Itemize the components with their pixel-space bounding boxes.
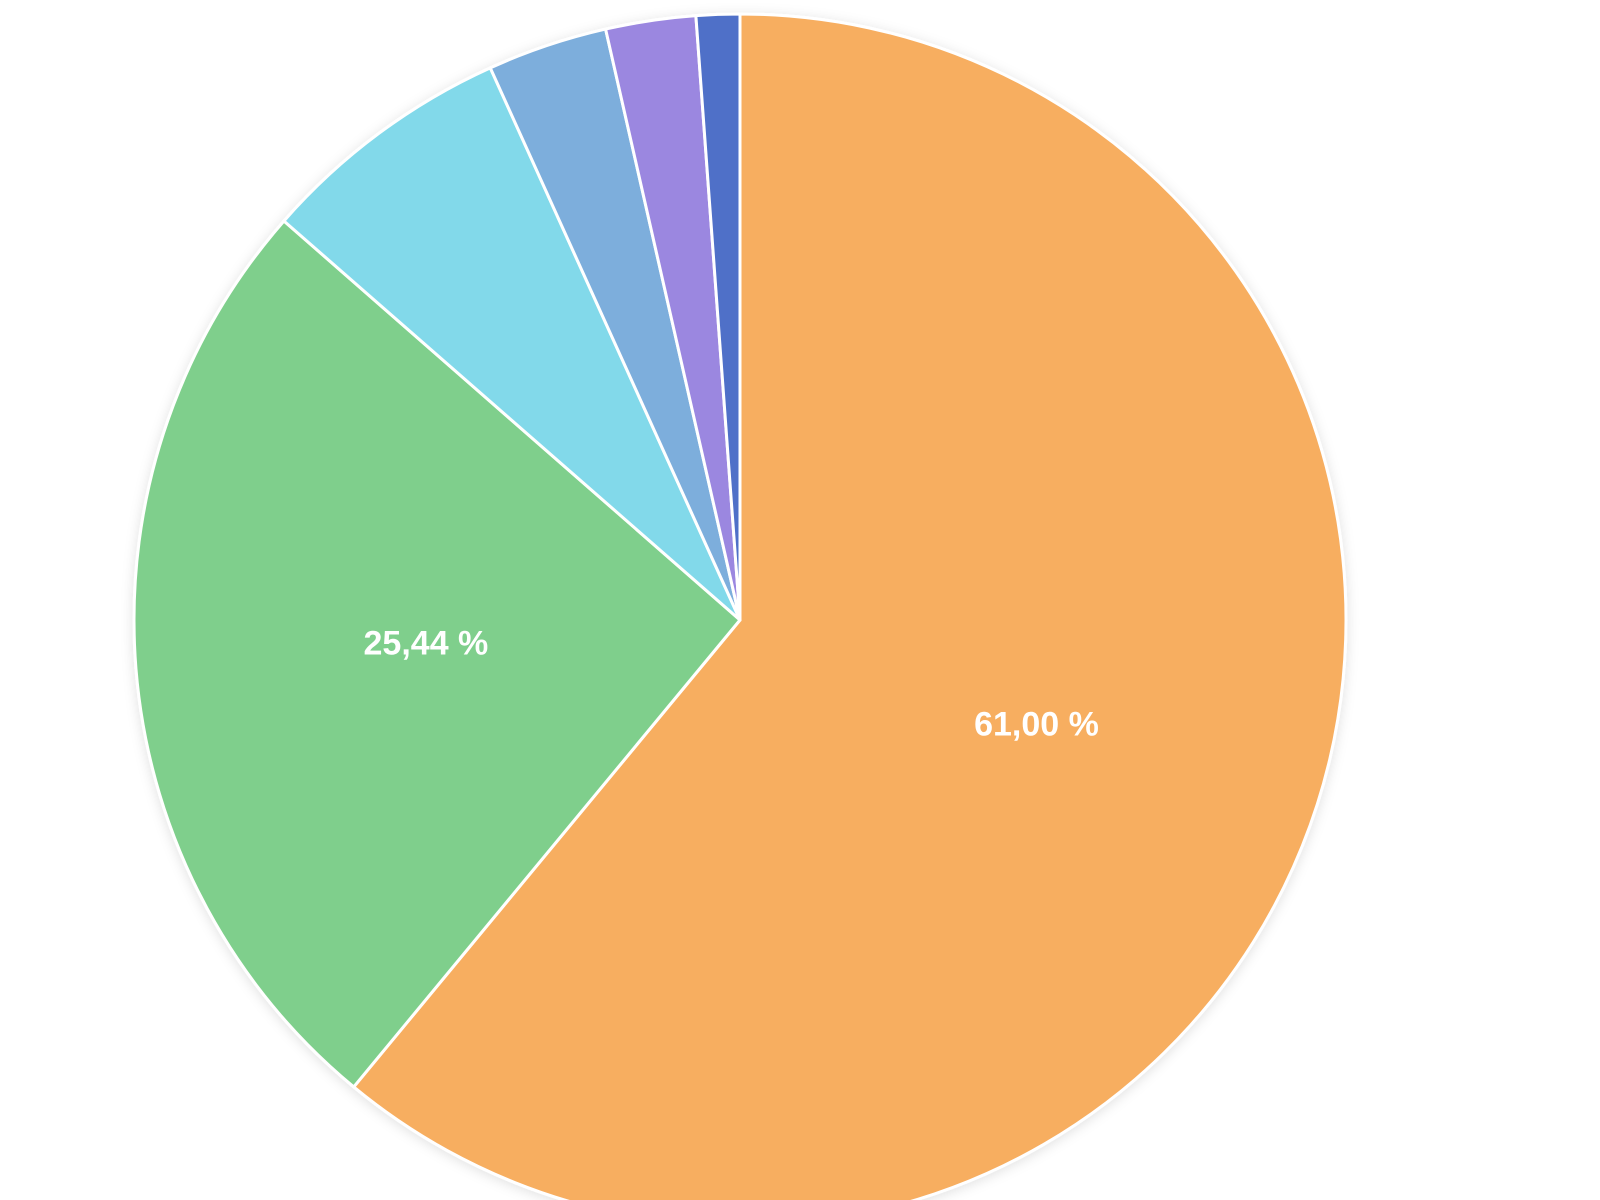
- pie-slice: [694, 12, 742, 622]
- pie-slice: [352, 12, 1348, 1200]
- data-label: 61,00 %: [974, 706, 1099, 744]
- labels: 61,00 % 25,44 %: [364, 624, 1099, 743]
- pie-slice: [282, 66, 742, 622]
- pie-slice: [132, 219, 742, 1089]
- pie: [132, 12, 1348, 1200]
- data-label: 25,44 %: [364, 624, 489, 662]
